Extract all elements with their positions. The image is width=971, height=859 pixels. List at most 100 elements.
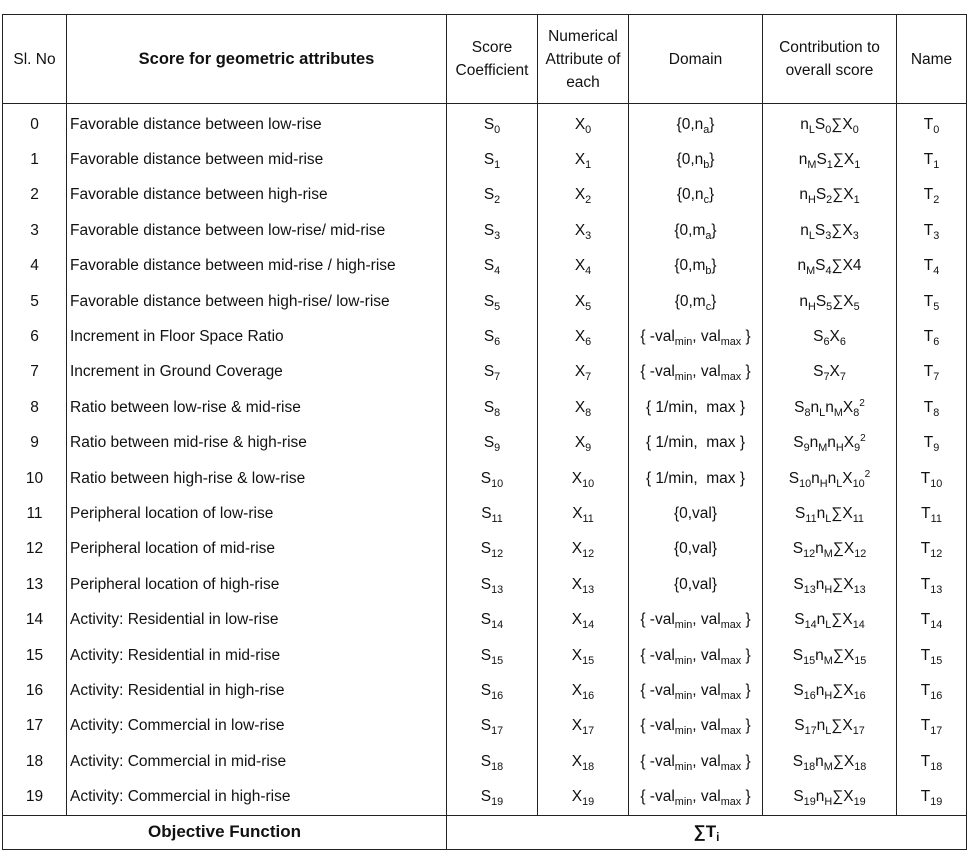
domain-cell: {0,mb} [628,248,763,284]
table-row: 6 Increment in Floor Space Ratio S6 X6{ -va… [2,319,967,355]
sl-no-cell: 3 [2,213,67,249]
contribution-cell: nMS1∑X1 [762,142,897,178]
contribution-cell: nHS2∑X1 [762,177,897,214]
domain-cell: { -valmin, valmax } [628,637,763,674]
name-cell: T5 [896,283,967,320]
table-row: 5 Favorable distance between high-rise/ l… [2,283,967,320]
table-row: 12 Peripheral location of mid-rise S12 X12{… [2,531,967,568]
numerical-attribute-cell: X15 [537,637,629,674]
name-cell: T6 [896,319,967,355]
score-coefficient-cell: S9 [446,425,538,461]
table-row: 1 Favorable distance between mid-rise S1 X1… [2,142,967,178]
name-cell: T1 [896,142,967,178]
table-row: 3 Favorable distance between low-rise/ mi… [2,213,967,249]
score-coefficient-cell: S5 [446,283,538,320]
sl-no-cell: 7 [2,354,67,391]
score-coefficient-cell: S19 [446,779,538,816]
contribution-cell: S9nMnHX92 [762,425,897,461]
name-cell: T12 [896,531,967,568]
sl-no-cell: 19 [2,779,67,816]
attribute-cell: Ratio between low-rise & mid-rise [66,390,447,426]
name-cell: T11 [896,496,967,532]
name-cell: T8 [896,390,967,426]
contribution-cell: S19nH∑X19 [762,779,897,816]
domain-cell: { -valmin, valmax } [628,319,763,355]
table-row: 4 Favorable distance between mid-rise / h… [2,248,967,284]
domain-cell: { -valmin, valmax } [628,602,763,638]
table-row: 11 Peripheral location of low-rise S11 X11{… [2,496,967,532]
attribute-cell: Activity: Commercial in mid-rise [66,744,447,780]
sl-no-cell: 17 [2,708,67,745]
numerical-attribute-cell: X3 [537,213,629,249]
sl-no-cell: 14 [2,602,67,638]
attribute-cell: Activity: Residential in low-rise [66,602,447,638]
domain-cell: {0,val} [628,496,763,532]
sl-no-cell: 13 [2,567,67,603]
table-row: 16 Activity: Residential in high-rise S16 X… [2,673,967,709]
contribution-cell: S7X7 [762,354,897,391]
numerical-attribute-cell: X19 [537,779,629,816]
numerical-attribute-cell: X16 [537,673,629,709]
name-cell: T15 [896,637,967,674]
score-coefficient-cell: S10 [446,460,538,497]
contribution-cell: nLS0∑X0 [762,103,897,143]
sl-no-cell: 4 [2,248,67,284]
attribute-cell: Favorable distance between high-rise [66,177,447,214]
attribute-cell: Activity: Commercial in high-rise [66,779,447,816]
domain-cell: { -valmin, valmax } [628,354,763,391]
sl-no-cell: 16 [2,673,67,709]
score-coefficient-cell: S15 [446,637,538,674]
table-row: 2 Favorable distance between high-rise S2 X… [2,177,967,214]
attribute-cell: Peripheral location of mid-rise [66,531,447,568]
numerical-attribute-cell: X18 [537,744,629,780]
domain-cell: {0,nb} [628,142,763,178]
contribution-cell: S15nM∑X15 [762,637,897,674]
numerical-attribute-cell: X13 [537,567,629,603]
table-row: 13 Peripheral location of high-rise S13 X13… [2,567,967,603]
attribute-cell: Peripheral location of high-rise [66,567,447,603]
table-row: 10 Ratio between high-rise & low-rise S10 X… [2,460,967,497]
objective-function-label: Objective Function [2,814,447,850]
table-body: 0 Favorable distance between low-rise S0 X0… [2,103,967,816]
name-cell: T17 [896,708,967,745]
objective-function-row: Objective Function ∑Ti [2,814,967,850]
numerical-attribute-cell: X9 [537,425,629,461]
domain-cell: {0,val} [628,567,763,603]
numerical-attribute-cell: X17 [537,708,629,745]
attribute-cell: Activity: Commercial in low-rise [66,708,447,745]
score-coefficient-cell: S2 [446,177,538,214]
domain-cell: {0,na} [628,103,763,143]
name-cell: T14 [896,602,967,638]
numerical-attribute-cell: X8 [537,390,629,426]
score-coefficient-cell: S3 [446,213,538,249]
header-numerical-attribute: Numerical Attribute of each [537,14,629,104]
numerical-attribute-cell: X10 [537,460,629,497]
contribution-cell: S12nM∑X12 [762,531,897,568]
numerical-attribute-cell: X5 [537,283,629,320]
name-cell: T16 [896,673,967,709]
sl-no-cell: 18 [2,744,67,780]
name-cell: T18 [896,744,967,780]
attribute-cell: Activity: Residential in mid-rise [66,637,447,674]
attribute-cell: Favorable distance between low-rise [66,103,447,143]
contribution-cell: nLS3∑X3 [762,213,897,249]
score-coefficient-cell: S12 [446,531,538,568]
header-name: Name [896,14,967,104]
name-cell: T19 [896,779,967,816]
numerical-attribute-cell: X4 [537,248,629,284]
attribute-cell: Activity: Residential in high-rise [66,673,447,709]
attribute-cell: Favorable distance between mid-rise [66,142,447,178]
table-row: 19 Activity: Commercial in high-rise S19 X1… [2,779,967,816]
sl-no-cell: 8 [2,390,67,426]
score-coefficient-cell: S13 [446,567,538,603]
numerical-attribute-cell: X12 [537,531,629,568]
score-table: Sl. No Score for geometric attributes Sc… [2,14,967,850]
attribute-cell: Increment in Ground Coverage [66,354,447,391]
contribution-cell: S16nH∑X16 [762,673,897,709]
domain-cell: { -valmin, valmax } [628,708,763,745]
score-coefficient-cell: S8 [446,390,538,426]
numerical-attribute-cell: X11 [537,496,629,532]
score-coefficient-cell: S4 [446,248,538,284]
contribution-cell: nMS4∑X4 [762,248,897,284]
attribute-cell: Ratio between mid-rise & high-rise [66,425,447,461]
